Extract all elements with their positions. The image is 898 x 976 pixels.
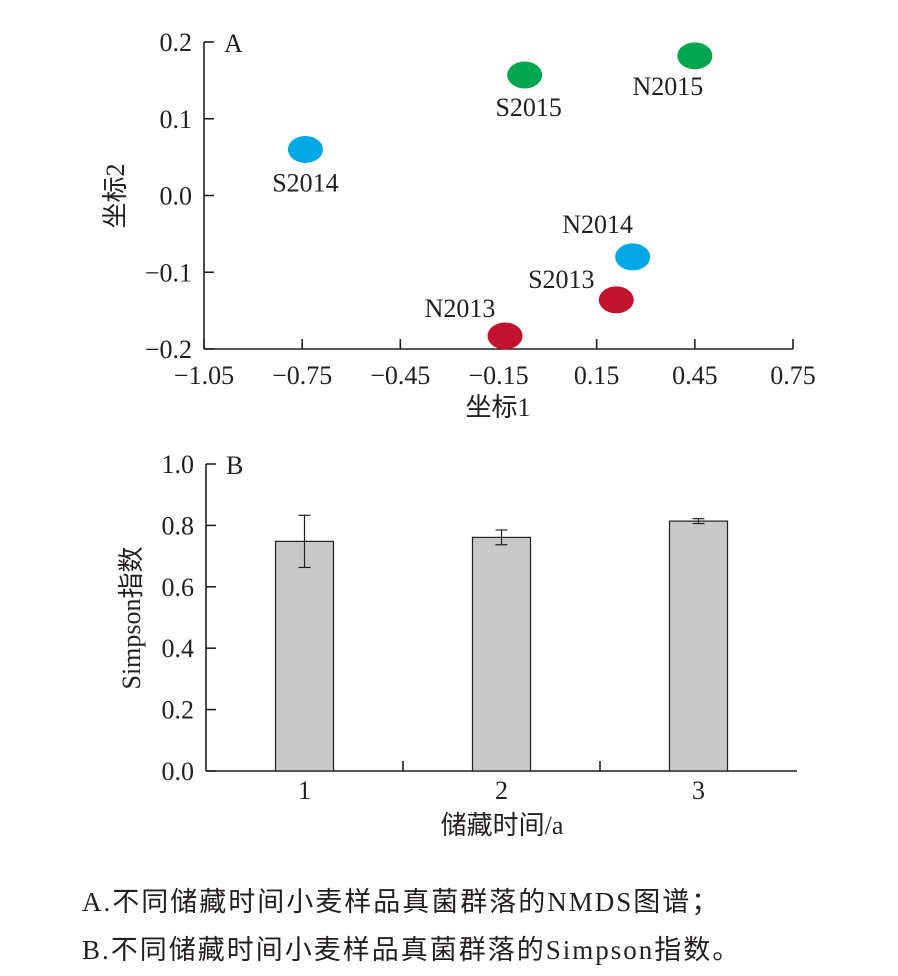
y-tick-label-b: 0.4 bbox=[162, 634, 195, 663]
x-tick-label-a: −1.05 bbox=[174, 361, 234, 390]
x-tick-label-a: 0.75 bbox=[770, 361, 816, 390]
point-label-s2013: S2013 bbox=[528, 265, 594, 294]
scatter-points: S2014 S2015 N2015 N2014 S2013 N2013 bbox=[272, 42, 713, 350]
x-tick-label-a: 0.45 bbox=[672, 361, 718, 390]
y-tick-label-a: −0.2 bbox=[145, 335, 192, 364]
figure: 0.2 0.1 0.0 −0.1 −0.2 −1.05 −0.75 −0.45 −0.15 0.… bbox=[101, 28, 816, 840]
bar-3 bbox=[668, 520, 729, 772]
y-tick-label-b: 0.0 bbox=[162, 757, 195, 786]
simpson-bar-chart: 0.0 0.2 0.4 0.6 0.8 1.0 1 2 3 B 储藏时间/a Simpson指… bbox=[117, 450, 797, 840]
point-label-n2015: N2015 bbox=[632, 72, 703, 101]
scatter-point-n2013 bbox=[487, 322, 523, 350]
panel-label-a: A bbox=[224, 29, 243, 58]
bar-1 bbox=[274, 540, 335, 772]
y-axis-title-a: 坐标2 bbox=[101, 163, 130, 228]
point-label-s2014: S2014 bbox=[272, 168, 338, 197]
y-tick-label-a: −0.1 bbox=[145, 258, 192, 287]
y-tick-label-a: 0.1 bbox=[160, 105, 193, 134]
y-tick-label-a: 0.0 bbox=[160, 182, 193, 211]
x-tick-label-a: −0.45 bbox=[370, 361, 430, 390]
x-tick-label-a: 0.15 bbox=[574, 361, 620, 390]
scatter-point-n2015 bbox=[677, 42, 713, 70]
x-tick-label-a: −0.15 bbox=[468, 361, 528, 390]
y-tick-label-b: 0.8 bbox=[162, 511, 195, 540]
point-label-s2015: S2015 bbox=[495, 93, 561, 122]
nmds-scatter-chart: 0.2 0.1 0.0 −0.1 −0.2 −1.05 −0.75 −0.45 −0.15 0.… bbox=[101, 28, 816, 422]
y-tick-label-b: 0.2 bbox=[162, 696, 195, 725]
x-tick-label-a: −0.75 bbox=[272, 361, 332, 390]
x-axis-title-b: 储藏时间/a bbox=[441, 811, 564, 840]
bars bbox=[274, 514, 729, 772]
y-tick-label-b: 1.0 bbox=[162, 450, 195, 479]
x-tick-label-b: 1 bbox=[298, 776, 311, 805]
point-label-n2014: N2014 bbox=[562, 210, 633, 239]
y-ticks-a: 0.2 0.1 0.0 −0.1 −0.2 bbox=[145, 28, 214, 364]
figure-caption-b: B.不同储藏时间小麦样品真菌群落的Simpson指数。 bbox=[82, 935, 742, 965]
x-ticks-a: −1.05 −0.75 −0.45 −0.15 0.15 0.45 0.75 bbox=[174, 339, 816, 390]
figure-caption-a: A.不同储藏时间小麦样品真菌群落的NMDS图谱； bbox=[82, 887, 721, 917]
x-tick-label-b: 2 bbox=[495, 776, 508, 805]
scatter-point-s2015 bbox=[507, 61, 543, 89]
scatter-point-n2014 bbox=[615, 243, 651, 271]
bar-2 bbox=[471, 536, 532, 772]
y-tick-label-a: 0.2 bbox=[160, 28, 193, 57]
x-ticks-b: 1 2 3 bbox=[298, 761, 705, 805]
y-tick-label-b: 0.6 bbox=[162, 573, 195, 602]
point-label-n2013: N2013 bbox=[425, 294, 496, 323]
y-ticks-b: 0.0 0.2 0.4 0.6 0.8 1.0 bbox=[162, 450, 216, 786]
panel-label-b: B bbox=[226, 451, 243, 480]
x-tick-label-b: 3 bbox=[692, 776, 705, 805]
scatter-point-s2014 bbox=[287, 135, 323, 163]
y-axis-title-b: Simpson指数 bbox=[117, 546, 146, 689]
x-axis-title-a: 坐标1 bbox=[465, 393, 530, 422]
scatter-point-s2013 bbox=[598, 286, 634, 314]
